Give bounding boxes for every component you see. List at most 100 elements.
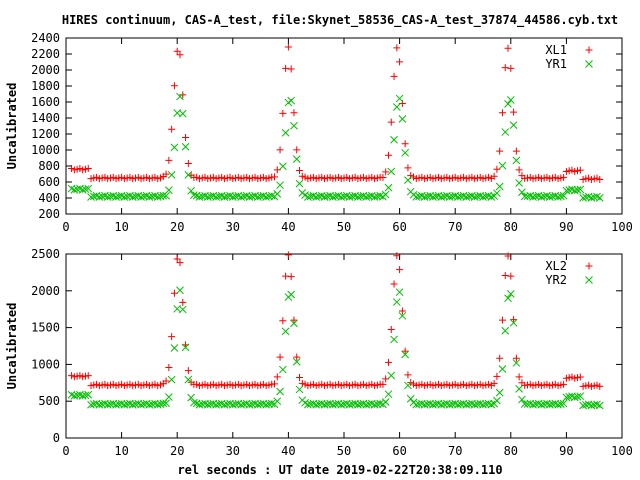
data-point: [398, 307, 406, 315]
data-point: [165, 393, 173, 401]
y-tick-label: 1400: [31, 111, 60, 125]
data-point: [384, 151, 392, 159]
data-point: [515, 179, 523, 187]
data-point: [509, 318, 518, 327]
data-point: [162, 191, 170, 200]
data-point: [404, 371, 412, 379]
data-point: [176, 259, 184, 267]
data-point: [187, 186, 195, 195]
x-tick-label: 10: [114, 220, 128, 234]
data-point: [176, 51, 184, 59]
data-point: [190, 191, 198, 199]
data-point: [495, 388, 504, 397]
data-point: [576, 166, 584, 174]
data-point: [379, 173, 387, 181]
data-point: [390, 335, 398, 344]
data-point: [167, 171, 176, 179]
data-point: [560, 380, 568, 388]
data-point: [504, 252, 512, 260]
y-tick-label: 600: [38, 175, 60, 189]
chart-panel-1: 0 10 20 30 40 50 60 70 80 90 100 200 400 600 800 1000 12…: [5, 31, 633, 234]
y-tick-label: 2200: [31, 47, 60, 61]
data-point: [507, 64, 515, 72]
data-point: [276, 387, 284, 396]
data-point: [515, 384, 523, 393]
data-point: [168, 125, 176, 133]
data-point: [393, 252, 401, 260]
data-point: [381, 190, 390, 199]
data-point: [384, 183, 393, 192]
data-point: [170, 344, 179, 352]
data-point: [498, 365, 507, 373]
data-point: [276, 146, 284, 154]
data-point: [290, 109, 298, 117]
data-point: [576, 373, 584, 381]
legend-label: XL1: [545, 43, 567, 57]
y-axis-label: Uncalibrated: [5, 83, 19, 170]
data-point: [493, 396, 501, 405]
x-axis-label: rel seconds : UT date 2019-02-22T20:38:0…: [177, 463, 502, 477]
data-point: [395, 288, 404, 297]
x-tick-label: 80: [504, 220, 518, 234]
data-point: [404, 176, 412, 185]
data-point: [504, 99, 512, 108]
data-point: [387, 167, 396, 176]
data-point: [510, 316, 518, 324]
data-point: [273, 397, 282, 406]
data-point: [559, 399, 568, 408]
data-point: [184, 367, 192, 375]
data-point: [381, 398, 390, 406]
data-point: [392, 103, 401, 111]
data-point: [284, 43, 292, 51]
plot-frame: [65, 253, 623, 439]
y-tick-label: 2400: [31, 31, 60, 45]
y-tick-label: 2000: [31, 63, 60, 77]
y-tick-label: 800: [38, 159, 60, 173]
x-tick-label: 0: [62, 444, 69, 458]
data-point: [296, 166, 304, 174]
data-point: [279, 109, 287, 117]
data-point: [173, 47, 181, 55]
data-point: [504, 294, 512, 303]
data-point: [282, 272, 290, 280]
data-point: [395, 94, 404, 103]
data-point: [273, 189, 282, 198]
data-point: [398, 311, 407, 320]
data-point: [293, 146, 301, 154]
x-tick-label: 10: [114, 444, 128, 458]
data-point: [287, 290, 296, 299]
data-point: [165, 186, 173, 195]
data-point: [506, 96, 515, 104]
x-tick-label: 20: [170, 444, 184, 458]
data-point: [181, 343, 190, 352]
data-point: [178, 109, 187, 118]
data-point: [390, 135, 398, 144]
data-point: [271, 173, 278, 181]
data-point: [404, 381, 412, 390]
data-point: [173, 255, 181, 263]
data-point: [501, 64, 509, 72]
data-point: [576, 392, 585, 401]
data-point: [495, 182, 504, 191]
data-point: [498, 161, 507, 170]
data-point: [487, 193, 496, 201]
data-point: [515, 373, 523, 381]
data-point: [162, 377, 170, 385]
y-tick-label: 2000: [31, 284, 60, 298]
x-tick-label: 60: [392, 444, 406, 458]
data-point: [295, 179, 304, 188]
x-tick-label: 100: [611, 220, 633, 234]
data-point: [278, 365, 287, 374]
data-point: [278, 162, 287, 171]
data-point: [496, 354, 504, 362]
data-point: [179, 298, 187, 306]
data-point: [490, 379, 498, 387]
legend-label: YR2: [545, 273, 567, 287]
chart-title: HIRES continuum, CAS-A_test, file:Skynet…: [62, 13, 618, 28]
data-point: [290, 316, 298, 324]
data-point: [162, 399, 170, 408]
data-point: [159, 399, 168, 408]
data-point: [596, 382, 604, 390]
data-point: [390, 72, 398, 80]
data-point: [384, 358, 392, 366]
